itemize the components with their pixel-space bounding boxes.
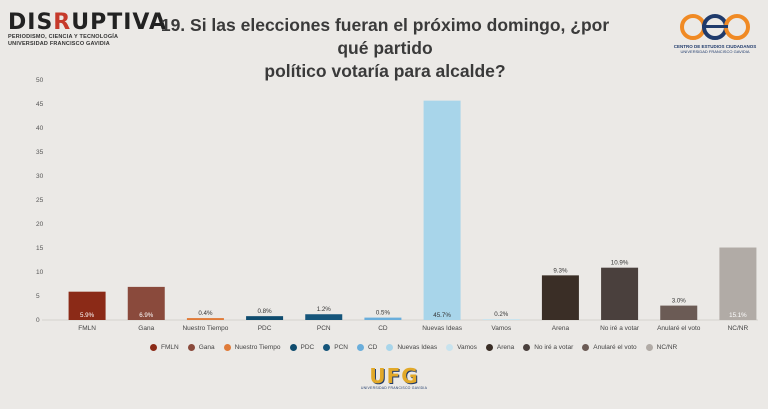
data-label: 0.8% <box>258 308 273 315</box>
chart-title-line1: 19. Si las elecciones fueran el próximo … <box>160 15 610 58</box>
legend-item: NC/NR <box>645 344 678 351</box>
ufg-logo: UFG UNIVERSIDAD FRANCISCO GAVIDIA <box>354 366 434 390</box>
legend-swatch <box>223 344 231 351</box>
data-label: 6.9% <box>139 312 154 319</box>
legend-swatch <box>582 344 590 351</box>
legend-swatch <box>386 344 394 351</box>
data-label: 10.9% <box>611 260 629 267</box>
x-tick-label: Gana <box>138 325 154 332</box>
x-tick-label: Nuestro Tiempo <box>182 325 228 332</box>
bar-nc-nr <box>719 247 757 320</box>
chart-title-line2: político votaría para alcalde? <box>264 61 506 81</box>
bar-nuestro-tiempo <box>186 318 224 320</box>
data-label: 3.0% <box>672 298 687 305</box>
legend-item: No iré a votar <box>523 344 573 351</box>
x-tick-label: NC/NR <box>728 325 749 332</box>
legend-label: Vamos <box>457 344 477 351</box>
legend-item: PDC <box>289 344 315 351</box>
data-label: 9.3% <box>553 267 568 274</box>
legend-swatch <box>323 344 331 351</box>
data-label: 0.4% <box>198 310 213 317</box>
legend-label: Arena <box>496 344 515 351</box>
legend-label: NC/NR <box>656 344 678 351</box>
bar-cd <box>364 317 402 320</box>
cec-logo-university: UNIVERSIDAD FRANCISCO GAVIDIA <box>680 49 750 54</box>
cec-logo-icon <box>680 14 750 40</box>
data-label: 0.2% <box>494 311 509 318</box>
legend-swatch <box>645 344 653 351</box>
legend-label: Anularé el voto <box>593 344 637 351</box>
ufg-logo-text: UFG <box>369 364 419 388</box>
ufg-logo-sub: UNIVERSIDAD FRANCISCO GAVIDIA <box>360 386 428 390</box>
legend-label: Nuestro Tiempo <box>234 344 281 351</box>
y-tick-label: 50 <box>36 77 44 84</box>
bar-nuevas-ideas <box>423 100 461 320</box>
legend-item: Vamos <box>446 344 477 351</box>
bar-arena <box>541 275 579 320</box>
data-label: 0.5% <box>376 310 391 317</box>
disruptiva-university: UNIVERSIDAD FRANCISCO GAVIDIA <box>8 41 110 47</box>
bar-gana <box>127 286 165 320</box>
y-tick-label: 30 <box>36 173 44 180</box>
x-tick-label: PCN <box>317 325 331 332</box>
bar-pdc <box>246 316 284 320</box>
legend-item: Nuevas Ideas <box>386 344 437 351</box>
legend-item: Gana <box>187 344 215 351</box>
bar-vamos <box>482 319 520 320</box>
y-tick-label: 25 <box>36 197 44 204</box>
bar-fmln <box>68 291 106 320</box>
legend-label: PCN <box>334 344 348 351</box>
legend-swatch <box>446 344 454 351</box>
legend-swatch <box>485 344 493 351</box>
legend-swatch <box>523 344 531 351</box>
legend-item: PCN <box>323 344 348 351</box>
data-label: 45.7% <box>433 312 451 319</box>
y-tick-label: 20 <box>36 221 44 228</box>
legend-item: Arena <box>485 344 515 351</box>
cec-logo: CENTRO DE ESTUDIOS CIUDADANOS UNIVERSIDA… <box>665 12 765 54</box>
y-tick-label: 10 <box>36 269 44 276</box>
x-tick-label: Arena <box>552 325 570 332</box>
disruptiva-logo: DISRUPTIVA PERIODISMO, CIENCIA Y TECNOLO… <box>8 10 167 48</box>
y-tick-label: 15 <box>36 245 44 252</box>
bar-pcn <box>305 314 343 320</box>
y-tick-label: 40 <box>36 125 44 132</box>
bar-no-ir-a-votar <box>601 267 639 320</box>
legend-item: CD <box>356 344 378 351</box>
y-tick-label: 0 <box>36 317 40 324</box>
data-label: 15.1% <box>729 312 747 319</box>
legend-label: No iré a votar <box>534 344 574 351</box>
chart-title: 19. Si las elecciones fueran el próximo … <box>150 14 620 83</box>
chart-legend: FMLN Gana Nuestro Tiempo PDC PCN CD Nuevas Ide… <box>150 344 677 351</box>
legend-swatch <box>356 344 364 351</box>
x-tick-label: Anularé el voto <box>657 325 701 332</box>
legend-label: FMLN <box>161 344 179 351</box>
cec-logo-name: CENTRO DE ESTUDIOS CIUDADANOS <box>673 44 757 49</box>
legend-swatch <box>150 344 157 351</box>
y-tick-label: 5 <box>36 293 40 300</box>
legend-swatch <box>289 344 297 351</box>
x-tick-label: CD <box>378 325 388 332</box>
legend-label: Nuevas Ideas <box>397 344 438 351</box>
x-tick-label: Nuevas Ideas <box>422 325 462 332</box>
legend-label: Gana <box>198 344 215 351</box>
data-label: 1.2% <box>317 306 332 313</box>
legend-item: FMLN <box>150 344 179 351</box>
data-label: 5.9% <box>80 312 95 319</box>
legend-swatch <box>187 344 195 351</box>
x-tick-label: No iré a votar <box>600 325 640 332</box>
bar-anular-el-voto <box>660 305 698 320</box>
x-tick-label: Vamos <box>491 325 511 332</box>
legend-label: CD <box>367 344 378 351</box>
x-tick-label: FMLN <box>78 325 96 332</box>
x-tick-label: PDC <box>258 325 272 332</box>
legend-item: Anularé el voto <box>582 344 637 351</box>
y-tick-label: 35 <box>36 149 44 156</box>
legend-item: Nuestro Tiempo <box>223 344 281 351</box>
disruptiva-tagline: PERIODISMO, CIENCIA Y TECNOLOGÍA <box>8 34 119 40</box>
legend-label: PDC <box>300 344 315 351</box>
y-tick-label: 45 <box>36 101 44 108</box>
disruptiva-logo-text: DISRUPTIVA <box>8 10 167 35</box>
